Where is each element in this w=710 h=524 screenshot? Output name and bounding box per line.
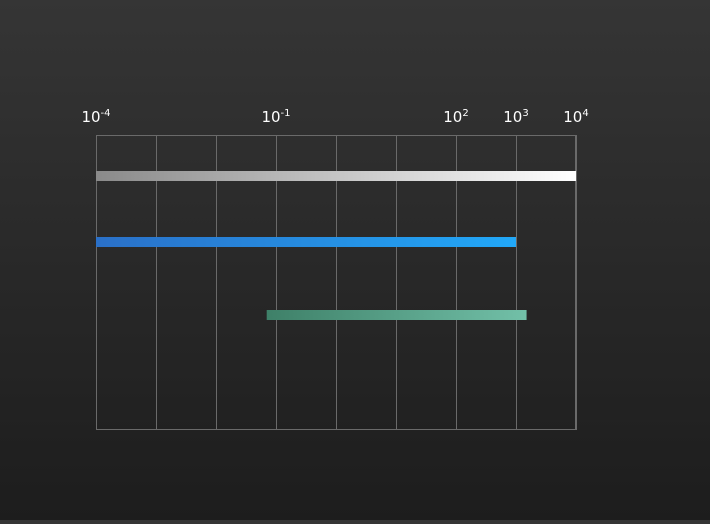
range-bar-2 [96,237,516,247]
x-tick-label: 102 [443,108,468,126]
range-bar-3 [266,310,527,320]
range-bar-1 [96,171,576,181]
range-bars [96,171,576,320]
x-tick-label: 104 [563,108,588,126]
x-tick-label: 10-1 [261,108,290,126]
x-tick-label: 10-4 [81,108,110,126]
grid [96,135,577,430]
x-axis-tick-labels: 10-4 10-1 102 103 104 [81,108,588,126]
x-tick-label: 103 [503,108,528,126]
